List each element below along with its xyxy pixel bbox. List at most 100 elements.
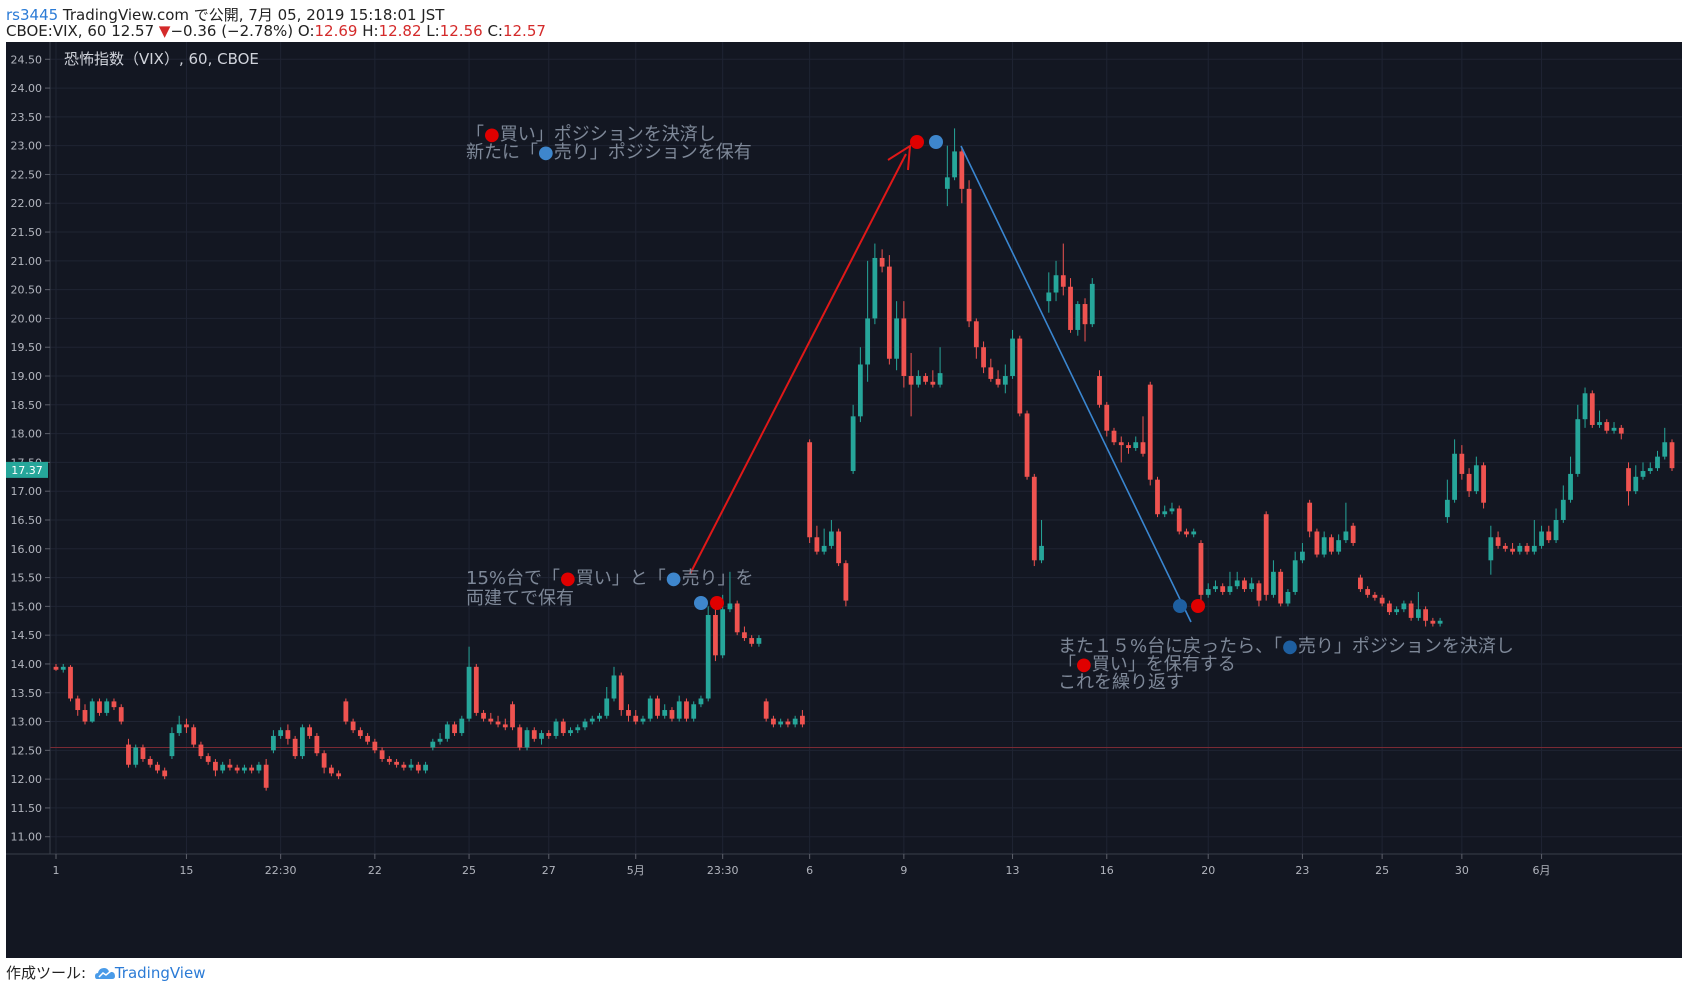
- candle-body: [1155, 479, 1160, 515]
- candle: [1524, 543, 1530, 555]
- candle-body: [886, 266, 892, 359]
- candle-body: [597, 715, 602, 719]
- candle-body: [126, 744, 131, 765]
- candle-body: [1010, 338, 1015, 377]
- candle: [655, 695, 660, 719]
- candle: [53, 663, 59, 671]
- x-tick-label: 1: [53, 864, 60, 877]
- candle: [1039, 519, 1044, 564]
- candle: [1481, 462, 1486, 509]
- candle-body: [1039, 545, 1044, 561]
- candle-body: [568, 730, 573, 734]
- candle: [1553, 508, 1559, 544]
- candle-body: [1379, 597, 1385, 604]
- candle-body: [278, 730, 284, 736]
- candle-body: [1060, 275, 1066, 287]
- candle-body: [879, 257, 885, 267]
- annotation-hedge-line1: 15%台で「●買い」と「●売り」を: [466, 568, 753, 589]
- candle-body: [691, 704, 697, 719]
- candle-body: [1031, 476, 1037, 561]
- candle: [792, 715, 798, 728]
- candle-body: [763, 701, 769, 719]
- candle-body: [952, 151, 957, 178]
- candle: [1321, 531, 1327, 558]
- candle-body: [1401, 603, 1407, 610]
- candle-body: [1394, 609, 1400, 613]
- candle: [1133, 436, 1139, 451]
- candle-body: [1604, 422, 1610, 431]
- footer-prefix: 作成ツール:: [6, 964, 91, 982]
- candle-body: [1597, 422, 1602, 425]
- current-price-label: 17.37: [11, 464, 43, 477]
- candle: [626, 704, 631, 722]
- candle: [1437, 617, 1443, 627]
- candle-body: [1053, 275, 1059, 293]
- candle: [205, 753, 211, 765]
- candle: [1104, 401, 1110, 437]
- y-tick-label: 14.50: [11, 629, 43, 642]
- candle-body: [1321, 537, 1327, 555]
- x-tick-label: 22: [368, 864, 382, 877]
- candle-body: [1329, 537, 1334, 552]
- candle: [713, 609, 718, 662]
- candle: [1611, 422, 1617, 434]
- candle-body: [937, 373, 943, 385]
- candle-body: [147, 758, 153, 765]
- candle-body: [1452, 453, 1457, 500]
- candle: [763, 698, 769, 722]
- candle-body: [1626, 468, 1631, 492]
- candle-body: [220, 764, 226, 771]
- candle: [1024, 410, 1030, 480]
- candle-body: [444, 724, 450, 739]
- candle-body: [589, 718, 595, 722]
- candle-body: [1575, 419, 1581, 474]
- candle-body: [1618, 427, 1624, 434]
- candle-body: [553, 721, 559, 736]
- candle: [1633, 465, 1639, 495]
- candle-body: [321, 753, 327, 768]
- candle: [778, 718, 784, 728]
- annotation-switch-line1: 「●買い」ポジションを決済し: [466, 124, 716, 145]
- candle: [227, 758, 233, 771]
- candle-body: [314, 735, 320, 754]
- candle-body: [647, 698, 653, 719]
- candle: [1575, 404, 1581, 477]
- chart-area[interactable]: 15%台で「●買い」と「●売り」を 両建てで保有 「●買い」ポジションを決済し …: [6, 42, 1682, 958]
- candle-body: [162, 770, 168, 777]
- candle-body: [1553, 519, 1559, 541]
- candle: [307, 724, 313, 739]
- candle-body: [68, 666, 73, 699]
- candle: [1568, 456, 1573, 503]
- tradingview-link[interactable]: TradingView: [114, 964, 206, 982]
- candle-body: [394, 761, 399, 765]
- candle-body: [1611, 427, 1617, 431]
- candle-body: [778, 721, 784, 725]
- candle-body: [1488, 537, 1494, 561]
- buy-marker: [910, 135, 924, 149]
- candle-body: [713, 615, 718, 656]
- candle: [1655, 450, 1660, 472]
- candle: [1126, 442, 1131, 454]
- candle: [1118, 436, 1124, 463]
- candle: [800, 710, 805, 728]
- up-trend-arrow: [689, 153, 907, 575]
- candle: [1365, 586, 1371, 598]
- footer: 作成ツール: TradingView: [6, 962, 205, 983]
- candle: [647, 695, 653, 722]
- candle-body: [1669, 442, 1675, 469]
- y-tick-label: 11.50: [11, 802, 43, 815]
- candle-body: [626, 710, 631, 716]
- sell-marker: [694, 596, 708, 610]
- candle-body: [379, 750, 385, 759]
- candle-body: [618, 675, 624, 711]
- candle: [1060, 243, 1066, 296]
- candle: [220, 761, 226, 774]
- annotation-repeat-line2: 「●買い」を保有する: [1058, 654, 1236, 675]
- candle-body: [401, 764, 407, 768]
- author-link[interactable]: rs3445: [6, 6, 59, 24]
- candle: [1068, 278, 1073, 333]
- candle: [1089, 278, 1095, 328]
- candle-body: [423, 764, 428, 771]
- candle: [473, 663, 479, 716]
- candle-body: [155, 764, 160, 771]
